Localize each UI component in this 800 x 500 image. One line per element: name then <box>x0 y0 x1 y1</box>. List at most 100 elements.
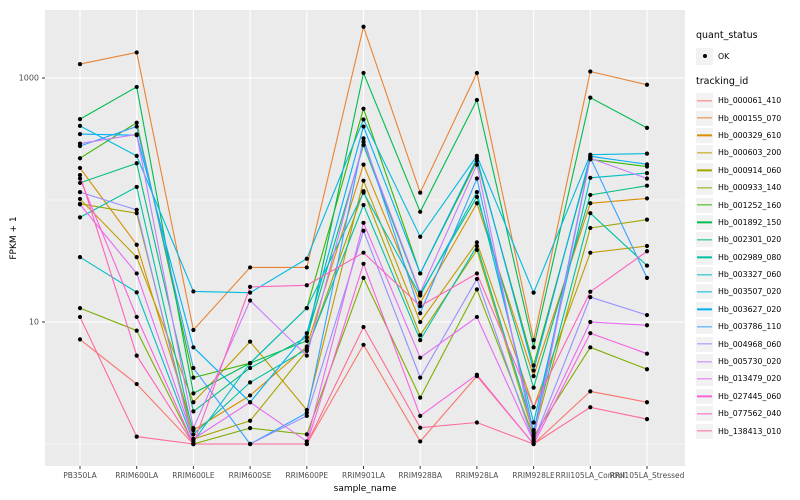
data-point <box>644 162 650 167</box>
legend-item-Hb_001252_160: Hb_001252_160 <box>696 196 800 213</box>
data-point <box>134 132 139 137</box>
x-tick-label: RRIM928LA <box>455 471 499 480</box>
line-key-icon <box>696 232 713 248</box>
data-point <box>588 331 593 336</box>
data-point <box>418 338 423 343</box>
data-point <box>418 425 423 430</box>
data-point <box>361 220 366 225</box>
data-point <box>134 153 139 158</box>
x-axis-title: sample_name <box>333 484 397 494</box>
data-point <box>588 201 593 206</box>
data-point <box>304 441 309 447</box>
black-point-icon <box>702 54 707 58</box>
x-tick-label: RRIM600PE <box>285 471 328 480</box>
data-point <box>134 124 139 129</box>
line-key-icon <box>696 319 713 335</box>
data-point <box>191 365 196 371</box>
x-tick-label: RRIM600LA <box>115 471 159 480</box>
data-point <box>531 405 536 410</box>
y-axis-title: FPKM + 1 <box>9 216 19 260</box>
data-point <box>248 418 253 423</box>
data-point <box>588 294 593 300</box>
data-point <box>248 365 253 371</box>
legend-line-swatch <box>697 273 712 276</box>
data-point <box>474 190 479 195</box>
legend-item-label: Hb_138413_010 <box>718 426 782 436</box>
data-point <box>588 319 593 325</box>
data-point <box>361 228 366 233</box>
legend-line-swatch <box>697 343 712 345</box>
data-point <box>134 255 139 260</box>
data-point <box>77 123 83 128</box>
legend-item-Hb_000061_410: Hb_000061_410 <box>696 92 800 109</box>
data-point <box>474 287 479 292</box>
data-point <box>588 225 593 231</box>
data-point <box>248 284 253 289</box>
data-point <box>418 271 423 276</box>
line-key-icon <box>696 214 713 230</box>
legend-item-label: Hb_000914_060 <box>718 165 782 175</box>
line-key-icon <box>696 145 713 161</box>
data-point <box>531 441 536 447</box>
data-point <box>248 339 253 344</box>
data-point <box>588 211 593 216</box>
legend-item-label: Hb_000603_200 <box>718 148 782 158</box>
data-point <box>418 395 423 400</box>
data-point <box>644 275 650 280</box>
x-tick-label: RRIM928LE <box>512 471 555 480</box>
data-point <box>134 50 139 55</box>
legend-item-Hb_077562_040: Hb_077562_040 <box>696 405 800 422</box>
legend-item-label: Hb_000933_140 <box>718 183 782 193</box>
data-point <box>474 372 479 377</box>
data-point <box>474 201 479 206</box>
data-point <box>361 24 366 29</box>
data-point <box>134 381 139 387</box>
data-point <box>418 439 423 444</box>
data-point <box>361 106 366 111</box>
legend-line-swatch <box>697 100 712 102</box>
data-point <box>361 178 366 183</box>
data-point <box>191 345 196 350</box>
legend-item-label: Hb_001252_160 <box>718 200 782 210</box>
data-point <box>474 276 479 282</box>
x-tick-label: RRIM901LA <box>342 471 386 480</box>
data-point <box>644 249 650 254</box>
legend-item-ok: OK <box>696 46 800 66</box>
data-point <box>474 70 479 76</box>
data-point <box>644 416 650 422</box>
legend-item-Hb_002301_020: Hb_002301_020 <box>696 231 800 248</box>
data-point <box>191 432 196 437</box>
data-point <box>361 342 366 347</box>
data-point <box>474 176 479 181</box>
data-point <box>304 413 309 418</box>
legend-title-quant-status: quant_status <box>696 30 758 41</box>
legend-line-swatch <box>697 360 712 363</box>
legend-item-label: Hb_005730_020 <box>718 357 782 367</box>
legend-item-Hb_004968_060: Hb_004968_060 <box>696 335 800 352</box>
data-point <box>644 263 650 268</box>
legend-line-swatch <box>697 378 712 380</box>
data-point <box>644 183 650 188</box>
data-point <box>531 420 536 425</box>
data-point <box>361 250 366 255</box>
legend-item-label: Hb_002989_080 <box>718 252 782 262</box>
data-point <box>361 124 366 129</box>
data-point <box>134 211 139 216</box>
data-point <box>588 69 593 74</box>
point-key-icon <box>696 47 713 65</box>
legend-item-Hb_003627_020: Hb_003627_020 <box>696 301 800 318</box>
line-key-icon <box>696 197 713 213</box>
data-point <box>361 70 366 76</box>
data-point <box>531 290 536 295</box>
legend-item-label: Hb_000329_610 <box>718 130 782 140</box>
line-key-icon <box>696 336 713 352</box>
data-point <box>474 97 479 103</box>
data-point <box>588 175 593 180</box>
x-tick-label: RRIM600LE <box>172 471 215 480</box>
legend-item-Hb_000603_200: Hb_000603_200 <box>696 144 800 161</box>
data-point <box>588 389 593 394</box>
legend-line-swatch <box>697 430 712 432</box>
legend-item-Hb_138413_010: Hb_138413_010 <box>696 422 800 439</box>
x-tick-label: RRIM600SE <box>229 471 272 480</box>
